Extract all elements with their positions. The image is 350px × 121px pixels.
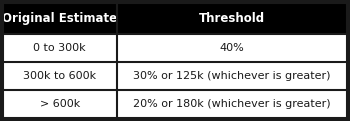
Text: 0 to 300k: 0 to 300k [34,43,86,53]
Bar [117,34,347,62]
Text: Threshold: Threshold [199,12,265,25]
Text: 300k to 600k: 300k to 600k [23,71,96,81]
Text: 20% or 180k (whichever is greater): 20% or 180k (whichever is greater) [133,99,330,109]
Bar [117,3,347,34]
Bar [117,90,347,118]
Bar [117,62,347,90]
Text: > 600k: > 600k [40,99,80,109]
Bar [3,34,117,62]
Text: 40%: 40% [219,43,244,53]
Text: 30% or 125k (whichever is greater): 30% or 125k (whichever is greater) [133,71,330,81]
Text: Original Estimate: Original Estimate [2,12,117,25]
Bar [3,3,117,34]
Bar [3,90,117,118]
Bar [3,62,117,90]
